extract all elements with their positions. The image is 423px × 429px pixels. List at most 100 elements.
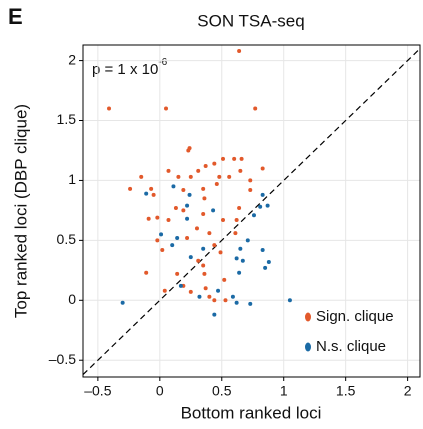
point [185,235,190,240]
point [223,298,228,303]
y-tick-label: 1 [68,171,76,187]
point [203,286,208,291]
legend-marker [305,342,311,352]
point [151,192,156,197]
point [175,271,180,276]
point [237,206,242,211]
point [234,256,239,261]
point [248,178,253,183]
point [144,270,149,275]
point [221,156,226,161]
point [173,206,178,211]
point [214,182,219,187]
point [186,148,191,153]
y-tick-label: 2 [68,51,76,67]
point [238,246,243,251]
y-tick-label: 0.5 [57,231,77,247]
point [207,231,212,236]
point [237,48,242,53]
point [203,164,208,169]
annotation-superscript: -6 [158,57,167,68]
point [238,168,243,173]
legend-marker [305,312,311,322]
point [171,184,176,189]
point [176,174,181,179]
point [196,168,201,173]
point [239,156,244,161]
x-tick-label: 1.5 [336,383,356,399]
point [222,277,227,282]
point [120,300,125,305]
point [216,288,221,293]
y-tick-label: 1.5 [57,111,77,127]
point [201,186,206,191]
point [212,161,217,166]
point [166,168,171,173]
chart-title: SON TSA-seq [197,11,304,30]
point [234,300,239,305]
point [107,106,112,111]
point [245,238,250,243]
point [188,289,193,294]
point [212,312,217,317]
x-tick-label: 1 [280,383,288,399]
point [230,294,235,299]
y-axis-label: Top ranked loci (DBP clique) [11,104,30,318]
x-tick-label: –0.5 [84,383,111,399]
point [233,231,238,236]
legend-label: Sign. clique [316,308,394,325]
y-tick-label: –0.5 [49,351,76,367]
diagonal [82,48,421,376]
point [253,106,258,111]
point [178,283,183,288]
point [188,174,193,179]
point [287,298,292,303]
annotation-text: p = 1 x 10 [92,61,158,78]
point [248,188,253,193]
point [139,174,144,179]
point [155,238,160,243]
point [263,265,268,270]
point [144,191,149,196]
point [260,247,265,252]
point [221,217,226,222]
plot-frame [82,44,421,378]
point [187,192,192,197]
x-tick-label: 0.5 [212,383,232,399]
point [159,232,164,237]
point [265,203,270,208]
point [232,156,237,161]
point [258,204,263,209]
point [202,196,207,201]
point [185,203,190,208]
point [202,271,207,276]
point [185,216,190,221]
point [194,226,199,231]
point [164,106,169,111]
x-axis-label: Bottom ranked loci [181,403,322,422]
x-tick-label: 0 [156,383,164,399]
point [160,247,165,252]
point [155,215,160,220]
point [212,298,217,303]
point [207,294,212,299]
point [170,243,175,248]
point [175,235,180,240]
point [201,211,206,216]
annotation: p = 1 x 10-6 [92,57,168,78]
point [237,270,242,275]
point [166,217,171,222]
point [196,258,201,263]
point [260,166,265,171]
point [188,255,193,260]
point [162,288,167,293]
point [128,186,133,191]
point [218,250,223,255]
point [211,208,216,213]
panel-label: E [8,4,23,29]
point [212,243,217,248]
legend-label: N.s. clique [316,338,386,355]
point [217,174,222,179]
point [201,263,206,268]
